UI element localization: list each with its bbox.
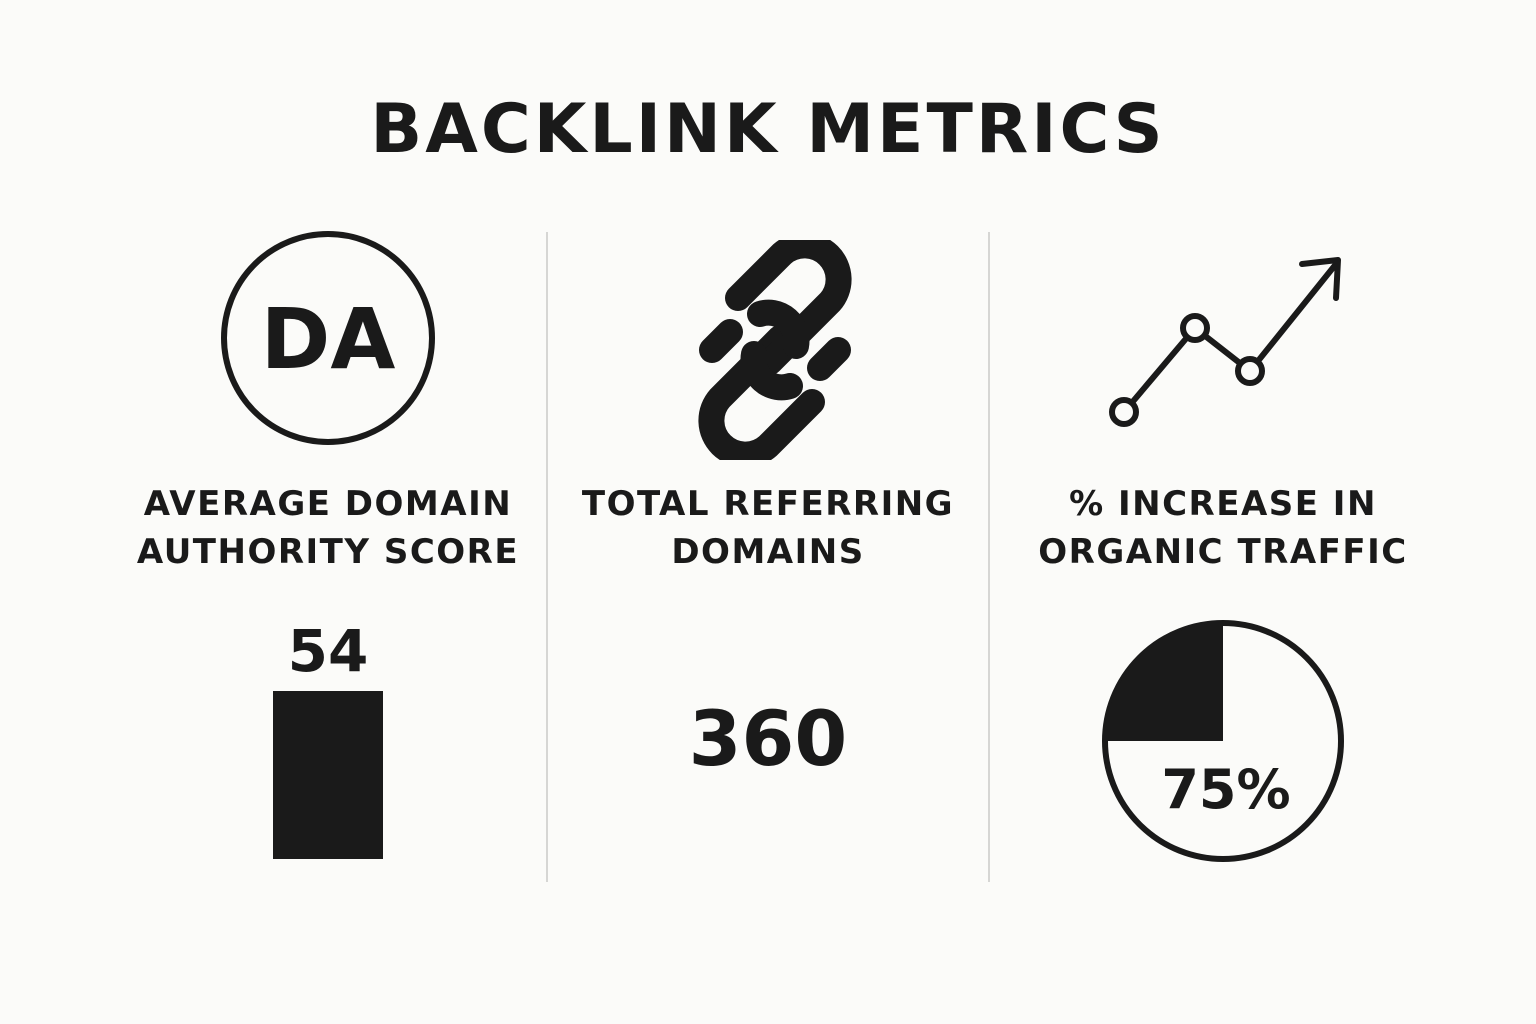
pie-dark-slice [1105, 623, 1223, 741]
metric-label-line: AUTHORITY SCORE [136, 532, 520, 572]
metric-label-line: AVERAGE DOMAIN [143, 484, 513, 524]
metric-label-line: DOMAINS [671, 532, 865, 572]
organic-traffic-pie: 75% [1102, 620, 1344, 862]
da-value-bar [273, 691, 383, 859]
metric-label-organic-traffic: % INCREASE IN ORGANIC TRAFFIC [1000, 480, 1446, 576]
metric-label-referring-domains: TOTAL REFERRING DOMAINS [548, 480, 988, 576]
da-value-label: 54 [287, 617, 369, 685]
referring-domains-value: 360 [688, 694, 848, 783]
metric-label-line: TOTAL REFERRING [581, 484, 955, 524]
da-icon-text: DA [261, 290, 396, 388]
organic-traffic-value: 75% [1161, 758, 1290, 821]
chain-link-icon [698, 240, 852, 460]
page-title: BACKLINK METRICS [370, 90, 1166, 169]
metric-label-line: % INCREASE IN [1069, 484, 1377, 524]
column-divider-left [546, 232, 548, 882]
metric-label-domain-authority: AVERAGE DOMAIN AUTHORITY SCORE [110, 480, 546, 576]
metric-label-line: ORGANIC TRAFFIC [1038, 532, 1408, 572]
column-divider-right [988, 232, 990, 882]
trend-up-arrow-icon [1109, 257, 1341, 427]
da-circle-icon: DA [221, 231, 435, 445]
